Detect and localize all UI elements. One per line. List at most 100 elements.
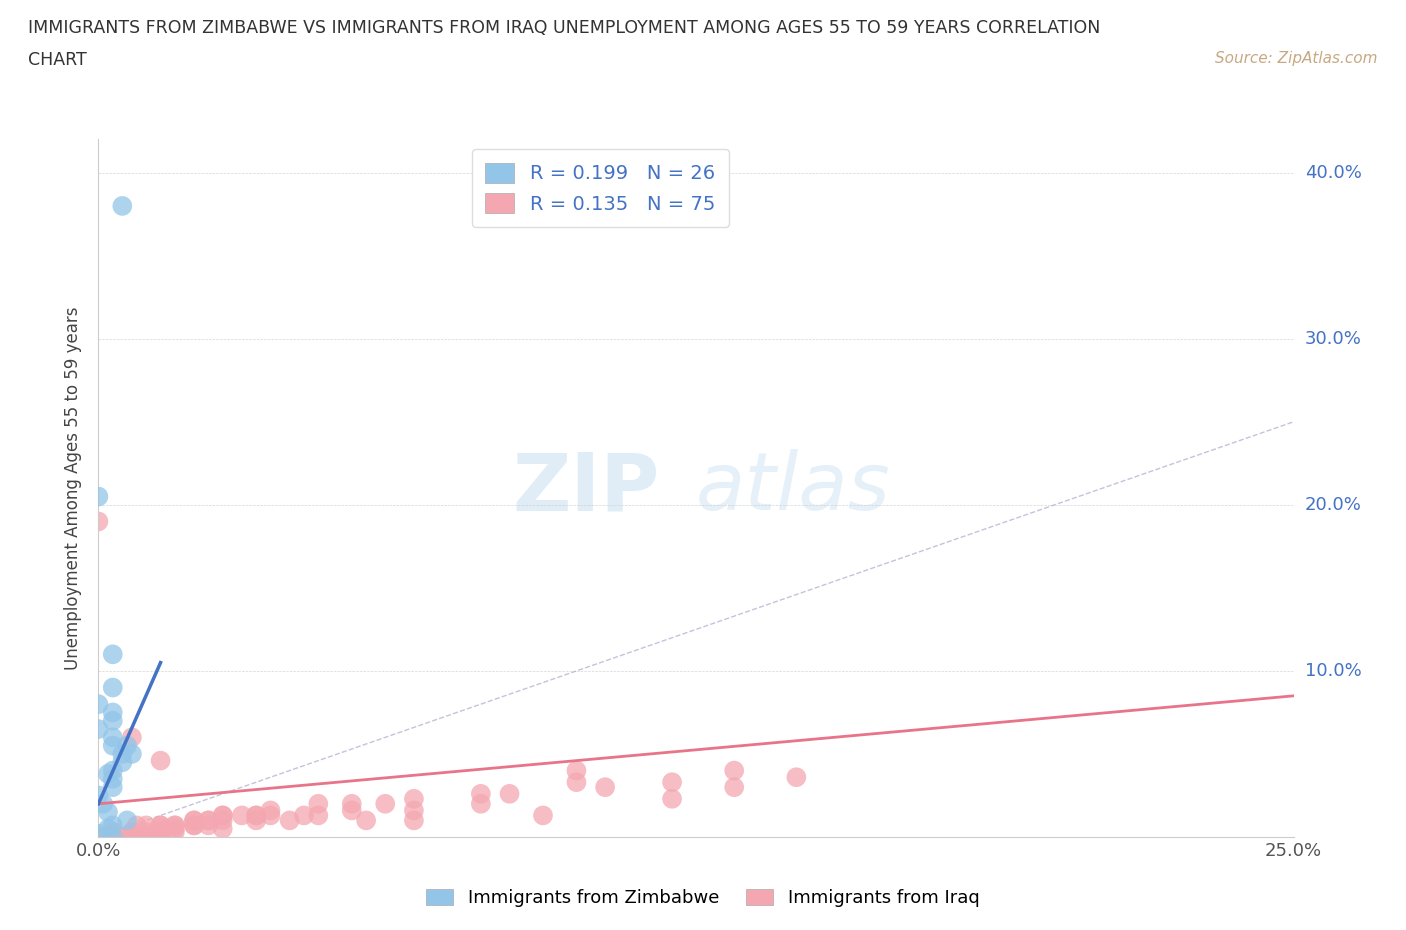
- Point: [661, 775, 683, 790]
- Point: [135, 830, 157, 844]
- Point: [245, 808, 267, 823]
- Point: [259, 808, 281, 823]
- Point: [785, 770, 807, 785]
- Point: [402, 803, 425, 817]
- Point: [101, 680, 124, 695]
- Point: [231, 808, 253, 823]
- Point: [87, 830, 110, 844]
- Y-axis label: Unemployment Among Ages 55 to 59 years: Unemployment Among Ages 55 to 59 years: [65, 307, 83, 670]
- Point: [211, 808, 233, 823]
- Point: [115, 738, 138, 753]
- Point: [183, 813, 205, 828]
- Point: [111, 198, 134, 213]
- Point: [531, 808, 554, 823]
- Point: [149, 818, 172, 833]
- Point: [211, 808, 233, 823]
- Point: [163, 818, 186, 833]
- Point: [149, 825, 172, 840]
- Point: [111, 747, 134, 762]
- Point: [121, 747, 143, 762]
- Point: [149, 825, 172, 840]
- Point: [354, 813, 377, 828]
- Point: [101, 738, 124, 753]
- Point: [565, 775, 588, 790]
- Point: [340, 803, 363, 817]
- Point: [197, 813, 219, 828]
- Point: [498, 787, 520, 802]
- Point: [374, 796, 396, 811]
- Point: [197, 818, 219, 833]
- Text: CHART: CHART: [28, 51, 87, 69]
- Point: [101, 830, 124, 844]
- Point: [87, 826, 110, 841]
- Point: [91, 796, 114, 811]
- Point: [101, 764, 124, 778]
- Text: Source: ZipAtlas.com: Source: ZipAtlas.com: [1215, 51, 1378, 66]
- Point: [87, 697, 110, 711]
- Text: 10.0%: 10.0%: [1305, 662, 1361, 680]
- Point: [259, 803, 281, 817]
- Point: [183, 818, 205, 833]
- Point: [87, 722, 110, 737]
- Point: [125, 830, 148, 844]
- Point: [402, 791, 425, 806]
- Point: [115, 813, 138, 828]
- Point: [593, 779, 616, 794]
- Point: [101, 830, 124, 844]
- Point: [87, 788, 110, 803]
- Point: [163, 821, 186, 836]
- Point: [183, 813, 205, 828]
- Point: [402, 813, 425, 828]
- Point: [101, 825, 124, 840]
- Point: [101, 830, 124, 844]
- Point: [101, 830, 124, 844]
- Point: [87, 830, 110, 844]
- Point: [135, 830, 157, 844]
- Point: [101, 818, 124, 833]
- Point: [149, 825, 172, 840]
- Point: [101, 825, 124, 840]
- Point: [111, 830, 134, 844]
- Point: [183, 818, 205, 833]
- Point: [245, 813, 267, 828]
- Point: [101, 830, 124, 844]
- Text: ZIP: ZIP: [513, 449, 661, 527]
- Point: [723, 779, 745, 794]
- Point: [101, 779, 124, 794]
- Point: [163, 825, 186, 840]
- Point: [97, 821, 120, 836]
- Text: 40.0%: 40.0%: [1305, 164, 1361, 181]
- Point: [111, 755, 134, 770]
- Text: atlas: atlas: [696, 449, 891, 527]
- Point: [661, 791, 683, 806]
- Point: [470, 787, 492, 802]
- Point: [340, 796, 363, 811]
- Text: 20.0%: 20.0%: [1305, 496, 1361, 514]
- Point: [292, 808, 315, 823]
- Point: [101, 772, 124, 787]
- Point: [135, 818, 157, 833]
- Point: [149, 821, 172, 836]
- Point: [565, 764, 588, 778]
- Point: [197, 813, 219, 828]
- Point: [101, 713, 124, 728]
- Point: [145, 825, 167, 840]
- Point: [278, 813, 301, 828]
- Point: [307, 796, 329, 811]
- Point: [87, 489, 110, 504]
- Point: [307, 808, 329, 823]
- Point: [149, 753, 172, 768]
- Point: [121, 830, 143, 844]
- Point: [87, 514, 110, 529]
- Text: 30.0%: 30.0%: [1305, 330, 1361, 348]
- Point: [101, 647, 124, 662]
- Point: [121, 825, 143, 840]
- Point: [149, 818, 172, 833]
- Point: [121, 730, 143, 745]
- Point: [135, 825, 157, 840]
- Point: [97, 766, 120, 781]
- Point: [245, 808, 267, 823]
- Text: IMMIGRANTS FROM ZIMBABWE VS IMMIGRANTS FROM IRAQ UNEMPLOYMENT AMONG AGES 55 TO 5: IMMIGRANTS FROM ZIMBABWE VS IMMIGRANTS F…: [28, 19, 1101, 36]
- Point: [135, 830, 157, 844]
- Point: [101, 730, 124, 745]
